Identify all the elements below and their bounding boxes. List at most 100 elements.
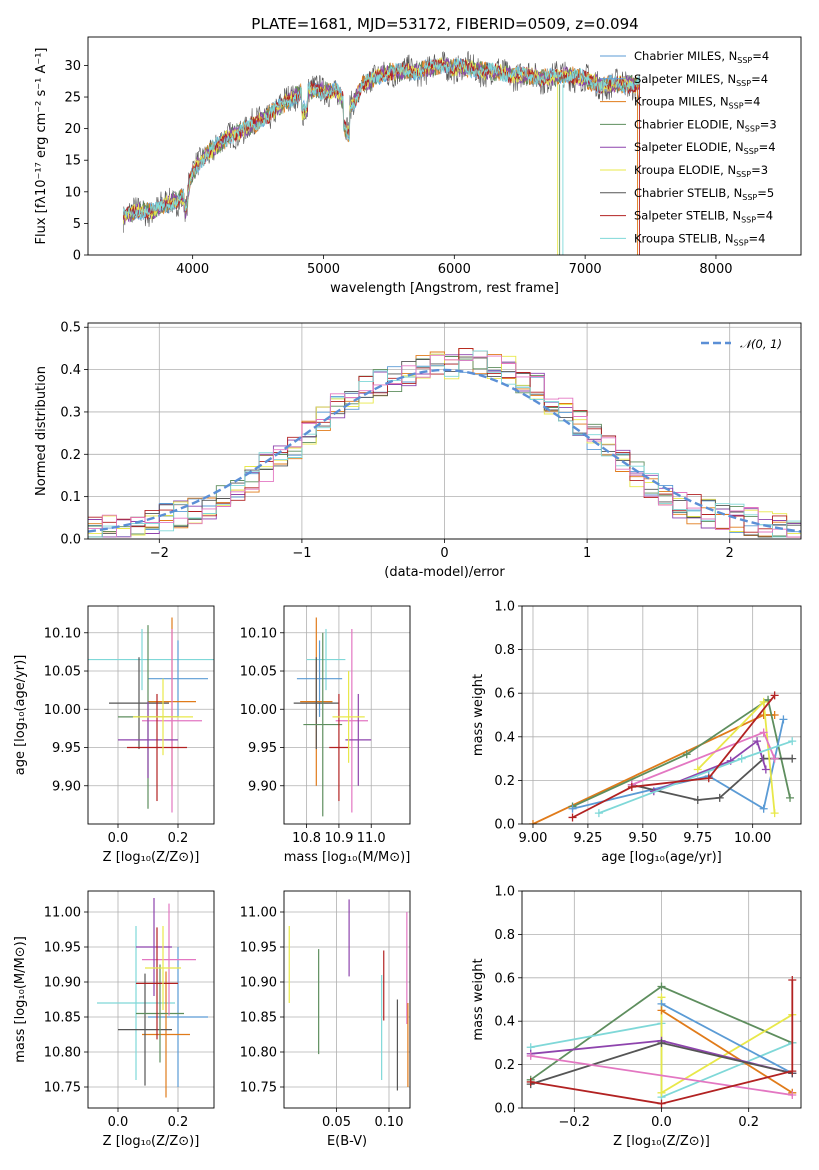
y-tick-label: 10.05 [240, 665, 277, 680]
x-tick-label: 9.50 [628, 831, 657, 846]
weight-point-marker [788, 754, 797, 763]
weight-point-marker [657, 1038, 666, 1047]
y-tick-label: 15 [64, 154, 81, 169]
x-tick-label: 0.10 [375, 1115, 404, 1130]
weight-point-marker [788, 975, 797, 984]
y-tick-label: 0.8 [494, 928, 515, 943]
axes-frame [283, 890, 411, 1109]
spectrum-series-line [122, 58, 641, 220]
x-tick-label: 0.05 [322, 1115, 351, 1130]
histogram-step [88, 354, 801, 538]
weight-point-marker [528, 820, 537, 824]
x-tick-label: 9.00 [519, 831, 548, 846]
errorbars [293, 617, 372, 817]
y-axis-label: age [log₁₀(age/yr)] [13, 655, 28, 776]
x-axis-label: Z [log₁₀(Z/Z⊙)] [103, 1134, 200, 1149]
legend-entry: Kroupa ELODIE, NSSP=3 [634, 163, 768, 179]
panel-2: 0.0 0.2 9.90 9.95 10.00 10.05 10.10 Z [log₁₀(Z/… [13, 605, 215, 865]
histogram-lines [88, 348, 801, 538]
x-tick-label: 0.2 [168, 831, 189, 846]
weight-point-marker [770, 691, 779, 700]
weight-point-marker [657, 1099, 666, 1108]
y-tick-label: 10.00 [240, 703, 277, 718]
weight-lines [526, 975, 797, 1108]
weight-point-marker [657, 1006, 666, 1015]
weight-point-marker [786, 793, 795, 802]
axes-frame [87, 322, 802, 540]
histogram-legend: 𝒩(0, 1) [701, 337, 782, 351]
y-tick-label: 10.95 [44, 941, 81, 956]
weight-point-marker [759, 804, 768, 813]
y-tick-label: 0.1 [60, 490, 81, 505]
weight-point-marker [693, 765, 702, 774]
axes-frame [521, 890, 802, 1109]
x-axis-label: E(B-V) [327, 1134, 367, 1149]
panel-1: −2 −1 0 1 2 0.0 0.1 0.2 0.3 0.4 0.5 (data-model)/er… [34, 321, 802, 580]
y-axis-label: Normed distribution [34, 366, 49, 496]
y-tick-label: 0.0 [60, 533, 81, 548]
legend-entry: Kroupa STELIB, NSSP=4 [634, 231, 765, 247]
weight-series-line [572, 694, 776, 819]
errorbars [288, 899, 409, 1091]
y-axis-label: mass weight [471, 958, 486, 1040]
legend-entry: Kroupa MILES, NSSP=4 [634, 95, 760, 111]
x-tick-label: 6000 [438, 262, 471, 277]
legend-entry: Chabrier STELIB, NSSP=5 [634, 186, 774, 202]
weight-point-marker [788, 737, 797, 746]
weight-point-marker [788, 1090, 797, 1099]
x-axis-label: (data-model)/error [384, 565, 505, 580]
weight-point-marker [779, 715, 788, 724]
weight-series-line [572, 698, 791, 808]
y-tick-label: 9.90 [52, 779, 81, 794]
x-tick-label: 9.25 [573, 831, 602, 846]
weight-series-line [653, 739, 767, 793]
y-tick-label: 10.00 [44, 703, 81, 718]
weight-point-marker [526, 1051, 535, 1060]
y-axis-label: mass [log₁₀(M/M⊙)] [13, 936, 28, 1063]
x-axis-label: age [log₁₀(age/yr)] [601, 850, 722, 865]
y-tick-label: 0.0 [494, 1102, 515, 1117]
weight-point-marker [759, 728, 768, 737]
y-tick-label: 0.0 [494, 818, 515, 833]
x-tick-label: 1 [583, 546, 591, 561]
weight-point-marker [761, 765, 770, 774]
errorbars [88, 617, 214, 813]
y-tick-label: 10.90 [240, 976, 277, 991]
panel-0: 4000 5000 6000 7000 8000 0 5 10 15 20 25 30 waveleng… [34, 36, 802, 296]
y-tick-label: 5 [73, 217, 81, 232]
x-tick-label: 10.00 [734, 831, 771, 846]
spectrum-legend: Chabrier MILES, NSSP=4 Salpeter MILES, NS… [600, 49, 777, 247]
legend-entry: Salpeter STELIB, NSSP=4 [634, 209, 773, 225]
weight-point-marker [526, 1077, 535, 1086]
axes-frame [87, 890, 215, 1109]
weight-point-marker [759, 711, 768, 719]
weight-point-marker [657, 982, 666, 991]
y-tick-label: 9.95 [52, 741, 81, 756]
weight-point-marker [759, 697, 768, 706]
y-tick-label: 10.80 [240, 1046, 277, 1061]
legend-entry: Chabrier ELODIE, NSSP=3 [634, 117, 777, 133]
spectrum-lines [122, 51, 641, 255]
x-tick-label: 0.2 [168, 1115, 189, 1130]
weight-point-marker [693, 796, 702, 805]
x-tick-label: −1 [292, 546, 311, 561]
weight-point-marker [568, 813, 577, 822]
y-tick-label: 0.2 [60, 448, 81, 463]
panel-4: 9.00 9.25 9.50 9.75 10.00 0.0 0.2 0.4 0.6 0.8 1.0 a… [471, 600, 802, 865]
y-axis-label: mass weight [471, 674, 486, 756]
y-tick-label: 0.2 [494, 1058, 515, 1073]
y-tick-label: 20 [64, 122, 81, 137]
y-tick-label: 10.10 [44, 626, 81, 641]
x-tick-label: 0 [440, 546, 448, 561]
x-tick-label: 10.9 [324, 831, 353, 846]
normal-curve [88, 368, 801, 533]
panel-7: −0.2 0.0 0.2 0.0 0.2 0.4 0.6 0.8 1.0 Z [log₁₀(Z/Z… [471, 885, 802, 1149]
errorbars [97, 898, 208, 1098]
weight-point-marker [568, 804, 577, 813]
weight-series-line [572, 719, 785, 811]
panel-6: 0.05 0.10 10.75 10.80 10.85 10.90 10.95 11.00 E(… [240, 890, 411, 1149]
y-tick-label: 10.75 [240, 1081, 277, 1096]
weight-series-line [661, 1003, 793, 1075]
y-tick-label: 10.85 [44, 1011, 81, 1026]
y-tick-label: 0.5 [60, 321, 81, 336]
